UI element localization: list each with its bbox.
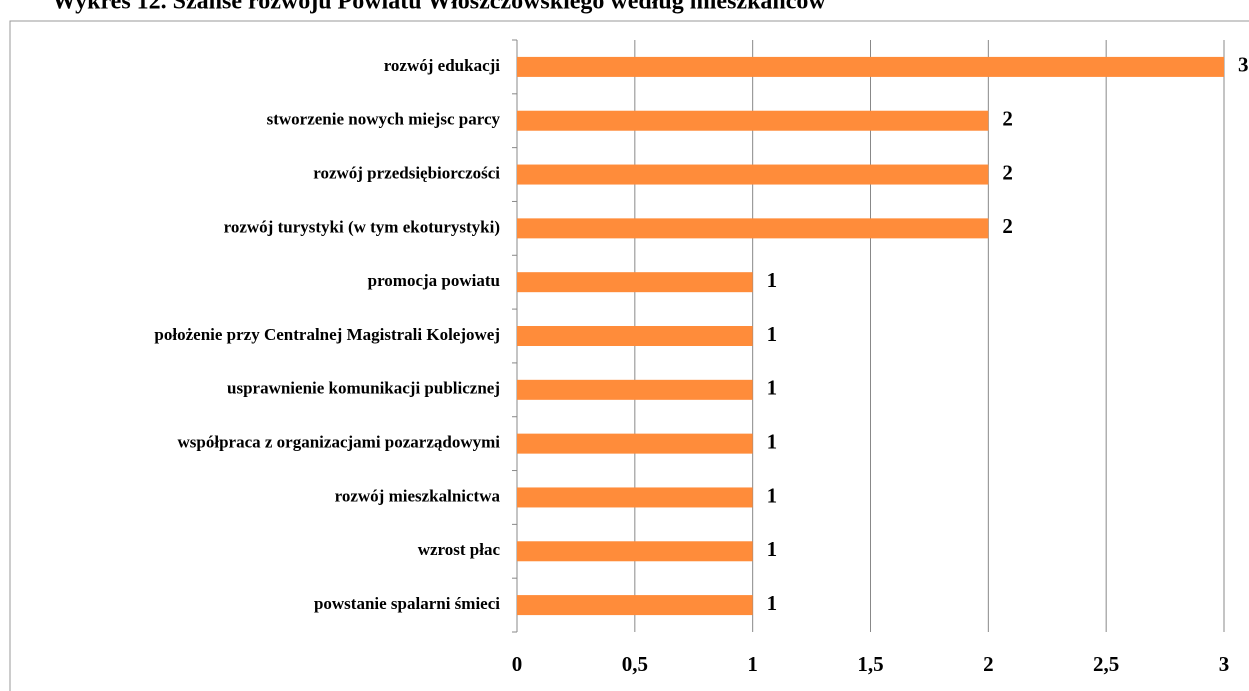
data-label: 1: [767, 429, 778, 453]
data-label: 2: [1002, 160, 1013, 184]
data-label: 1: [767, 591, 778, 615]
data-label: 1: [767, 483, 778, 507]
y-tick-label: usprawnienie komunikacji publicznej: [227, 379, 500, 398]
y-tick-label: rozwój edukacji: [384, 56, 501, 75]
data-label: 1: [767, 537, 778, 561]
data-label: 2: [1002, 107, 1013, 131]
x-tick-label: 1: [747, 652, 758, 676]
data-label: 1: [767, 376, 778, 400]
y-tick-label: wzrost płac: [418, 540, 501, 559]
bar: [517, 272, 753, 293]
y-tick-label: stworzenie nowych miejsc parcy: [267, 110, 501, 129]
x-tick-label: 0: [512, 652, 523, 676]
chart-border: [9, 20, 1249, 691]
bar: [517, 595, 753, 616]
x-tick-label: 2: [983, 652, 994, 676]
x-tick-label: 0,5: [622, 652, 648, 676]
x-tick-label: 2,5: [1093, 652, 1119, 676]
data-label: 1: [767, 268, 778, 292]
bar: [517, 433, 753, 454]
bar: [517, 487, 753, 508]
bar: [517, 56, 1224, 77]
bar: [517, 379, 753, 400]
bar: [517, 164, 989, 185]
data-label: 1: [767, 322, 778, 346]
y-tick-label: powstanie spalarni śmieci: [314, 594, 500, 613]
bar: [517, 218, 989, 239]
data-label: 3: [1238, 53, 1249, 77]
y-tick-label: współpraca z organizacjami pozarządowymi: [178, 433, 501, 452]
chart-title: Wykres 12. Szanse rozwoju Powiatu Włoszc…: [52, 0, 826, 15]
y-tick-label: rozwój turystyki (w tym ekoturystyki): [224, 217, 500, 236]
x-tick-label: 3: [1219, 652, 1230, 676]
bar: [517, 326, 753, 346]
y-tick-label: promocja powiatu: [368, 271, 500, 290]
x-tick-label: 1,5: [857, 652, 883, 676]
data-label: 2: [1002, 214, 1013, 238]
y-tick-label: położenie przy Centralnej Magistrali Kol…: [154, 325, 500, 344]
bar: [517, 541, 753, 562]
y-tick-label: rozwój przedsiębiorczości: [313, 163, 500, 182]
y-tick-label: rozwój mieszkalnictwa: [335, 486, 501, 505]
bar: [517, 110, 989, 131]
